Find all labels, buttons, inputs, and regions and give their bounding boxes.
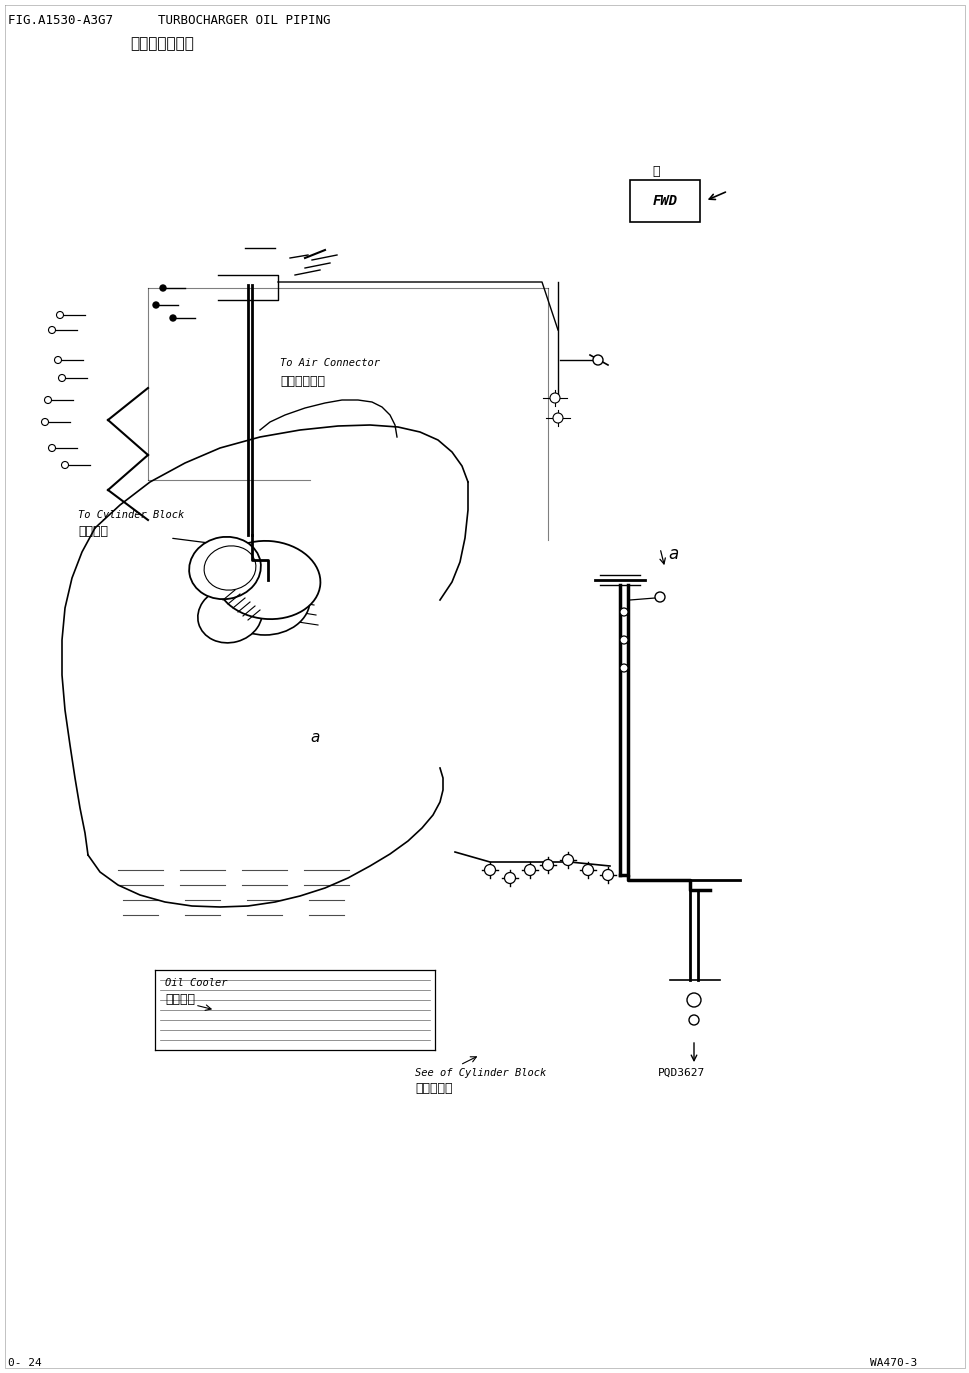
Circle shape: [549, 393, 559, 404]
Text: PQD3627: PQD3627: [657, 1068, 704, 1078]
Text: 至气缸体: 至气缸体: [78, 524, 108, 538]
Circle shape: [484, 865, 495, 876]
Circle shape: [504, 872, 515, 883]
Text: FIG.A1530-A3G7      TURBOCHARGER OIL PIPING: FIG.A1530-A3G7 TURBOCHARGER OIL PIPING: [8, 14, 330, 27]
Ellipse shape: [215, 541, 320, 619]
Text: WA470-3: WA470-3: [869, 1358, 917, 1368]
Text: To Air Connector: To Air Connector: [280, 358, 380, 368]
Text: 至空气连接器: 至空气连接器: [280, 375, 325, 389]
Circle shape: [619, 608, 627, 616]
Text: a: a: [668, 545, 677, 563]
Circle shape: [61, 461, 69, 468]
Circle shape: [592, 356, 603, 365]
Circle shape: [42, 419, 48, 426]
Circle shape: [48, 327, 55, 334]
Circle shape: [54, 357, 61, 364]
Circle shape: [56, 312, 63, 319]
Circle shape: [654, 592, 665, 601]
Circle shape: [619, 636, 627, 644]
Text: To Cylinder Block: To Cylinder Block: [78, 509, 184, 520]
Text: 0- 24: 0- 24: [8, 1358, 42, 1368]
Ellipse shape: [198, 588, 262, 643]
Circle shape: [688, 1015, 699, 1026]
Circle shape: [562, 854, 573, 865]
Circle shape: [153, 302, 159, 308]
Circle shape: [552, 413, 562, 423]
Text: a: a: [310, 730, 319, 746]
Circle shape: [170, 314, 175, 321]
Circle shape: [542, 859, 553, 870]
Text: Oil Cooler: Oil Cooler: [165, 978, 228, 989]
FancyBboxPatch shape: [629, 180, 700, 222]
Circle shape: [524, 865, 535, 876]
Text: 油冷却器: 油冷却器: [165, 993, 195, 1006]
Circle shape: [160, 286, 166, 291]
Text: 气缸体参照: 气缸体参照: [415, 1082, 452, 1096]
Circle shape: [602, 869, 612, 880]
Circle shape: [619, 665, 627, 671]
Ellipse shape: [203, 546, 256, 590]
Text: See of Cylinder Block: See of Cylinder Block: [415, 1068, 546, 1078]
Circle shape: [686, 993, 701, 1006]
Circle shape: [58, 375, 66, 382]
Text: 涡轮增压器油管: 涡轮增压器油管: [130, 36, 194, 51]
Circle shape: [45, 397, 51, 404]
Text: FWD: FWD: [652, 194, 677, 207]
Ellipse shape: [189, 537, 261, 599]
Ellipse shape: [220, 566, 310, 634]
Circle shape: [582, 865, 593, 876]
Text: 前: 前: [651, 165, 659, 178]
Circle shape: [48, 445, 55, 452]
